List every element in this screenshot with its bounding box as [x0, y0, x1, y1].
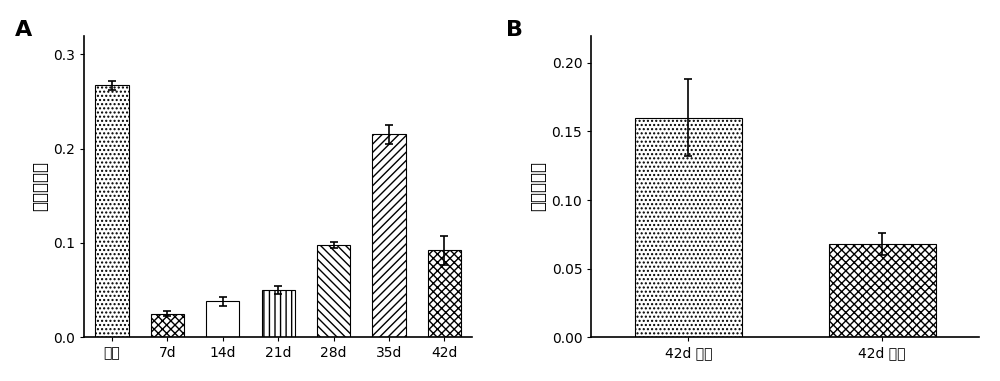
Bar	[95, 85, 129, 337]
Y-axis label: 相对表达量: 相对表达量	[529, 161, 547, 211]
Bar	[829, 244, 936, 337]
Text: B: B	[506, 21, 523, 40]
Bar	[372, 134, 406, 337]
Y-axis label: 相对表达量: 相对表达量	[31, 161, 49, 211]
Bar	[206, 301, 239, 337]
Bar	[317, 245, 350, 337]
Text: A: A	[14, 21, 32, 40]
Bar	[428, 250, 461, 337]
Bar	[151, 314, 184, 337]
Bar	[262, 290, 295, 337]
Bar	[635, 118, 742, 337]
